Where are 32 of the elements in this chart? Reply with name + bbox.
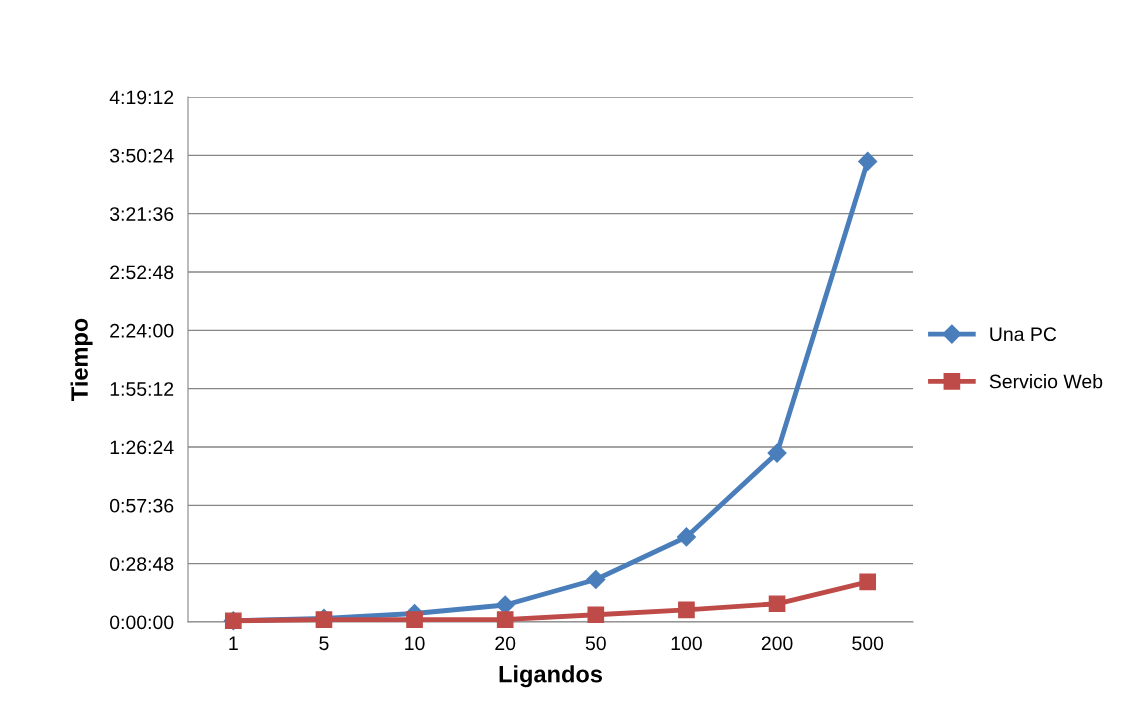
y-tick-label: 4:19:12: [109, 90, 174, 105]
y-tick-label: 0:57:36: [110, 498, 174, 513]
x-tick-label: 5: [319, 636, 329, 651]
y-axis-title: Tiempo: [70, 318, 93, 401]
y-tick-label: 0:00:00: [110, 615, 174, 630]
y-tick-label: 2:24:00: [110, 323, 174, 338]
y-tick-label: 1:55:12: [110, 382, 174, 396]
y-tick-label: 3:50:24: [109, 148, 174, 163]
y-tick-label: 0:28:48: [110, 557, 174, 571]
point: [587, 606, 605, 624]
point: [859, 573, 877, 591]
x-tick-label: 1: [229, 636, 238, 650]
point: [406, 611, 423, 628]
x-tick-label: 500: [852, 636, 884, 651]
x-tick-label: 50: [585, 636, 606, 651]
y-tick-label: 3:21:36: [109, 207, 174, 221]
point: [586, 569, 606, 589]
x-tick-label: 200: [761, 636, 793, 651]
x-tick-label: 20: [495, 636, 516, 651]
point: [676, 527, 696, 547]
point: [858, 151, 878, 171]
x-axis-title: Ligandos: [499, 665, 603, 688]
x-tick-label: 10: [405, 636, 425, 651]
legend-label: Servicio Web: [989, 374, 1103, 389]
point: [768, 595, 786, 613]
y-tick-label: 2:52:48: [110, 265, 174, 280]
legend-label: Una PC: [990, 327, 1057, 342]
y-tick-label: 1:26:24: [110, 440, 174, 455]
x-tick-label: 100: [671, 636, 702, 651]
point: [678, 601, 695, 619]
point: [496, 611, 514, 628]
point: [767, 443, 787, 463]
